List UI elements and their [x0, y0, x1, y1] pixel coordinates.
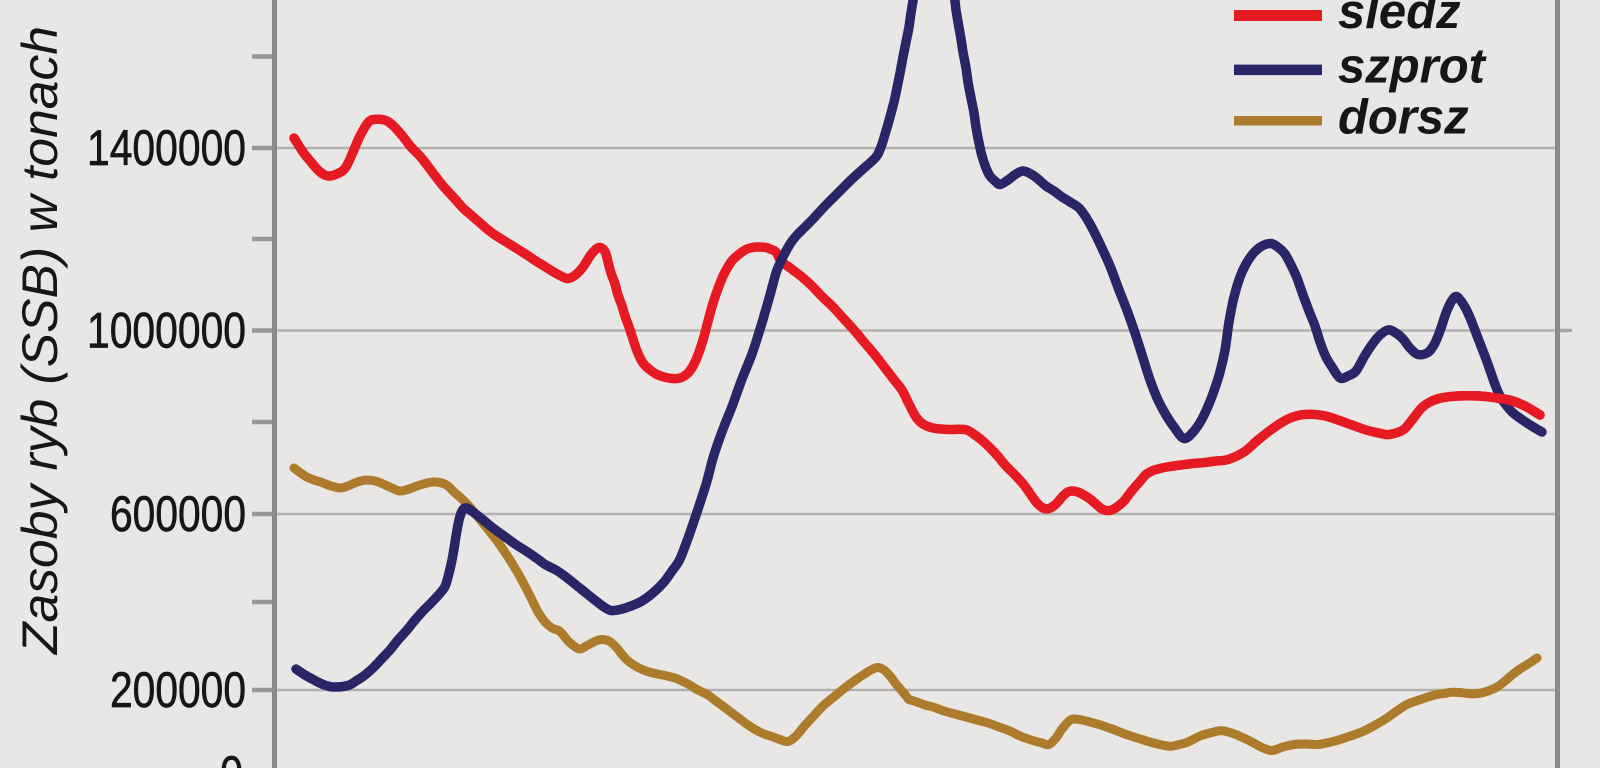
svg-text:1000000: 1000000 [87, 303, 246, 359]
svg-text:0: 0 [220, 746, 243, 768]
svg-text:śledź: śledź [1338, 0, 1461, 39]
svg-text:szprot: szprot [1338, 39, 1487, 93]
svg-text:600000: 600000 [110, 486, 246, 542]
svg-text:dorsz: dorsz [1338, 90, 1469, 144]
svg-text:1400000: 1400000 [87, 120, 246, 176]
svg-text:Zasoby ryb (SSB) w tonach: Zasoby ryb (SSB) w tonach [12, 26, 68, 655]
svg-text:200000: 200000 [110, 662, 246, 718]
